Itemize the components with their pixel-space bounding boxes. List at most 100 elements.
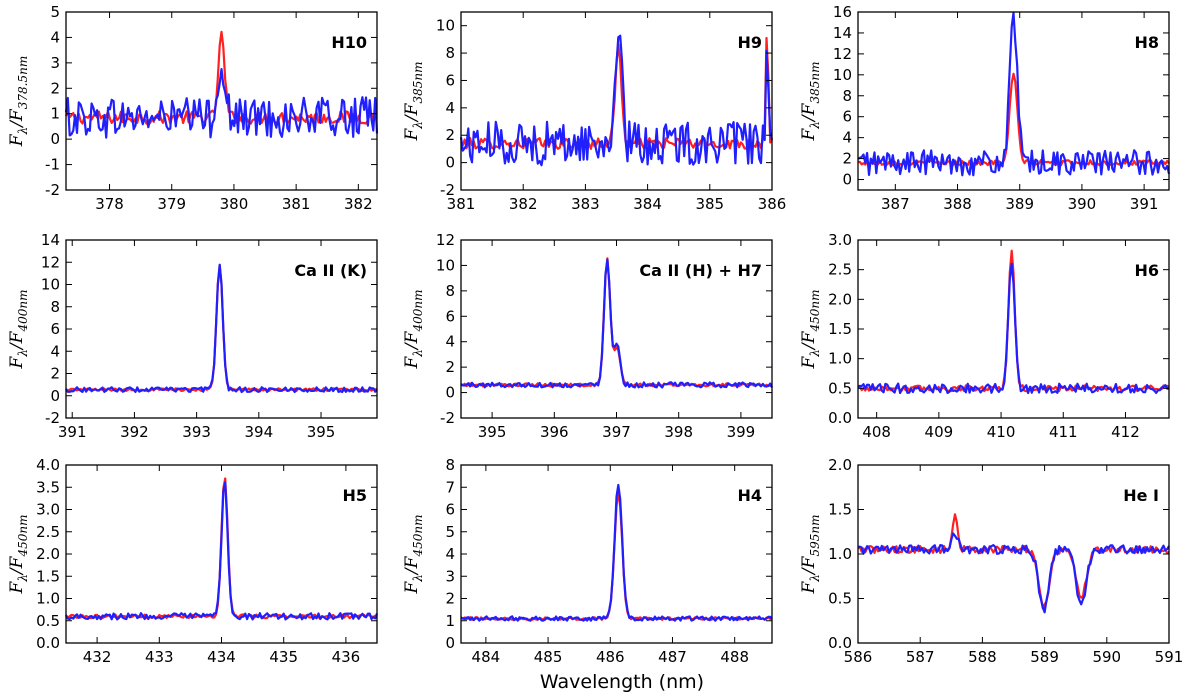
y-tick-label: 12	[436, 231, 455, 249]
blue-spectrum-line	[857, 11, 1171, 177]
panel-title: H4	[737, 486, 762, 505]
y-tick-label: 6	[445, 71, 455, 89]
x-tick-label: 396	[540, 423, 569, 441]
y-axis-label: Fλ/F450nm	[7, 515, 30, 595]
y-tick-label: 10	[436, 17, 455, 35]
y-tick-label: 2.0	[828, 290, 852, 308]
y-tick-label: 4	[842, 129, 852, 147]
panel-h10: 378 379 380 381 382 -2 -1 0 1 2 3 4 5 H10 Fλ/F378.5nm	[7, 3, 379, 213]
panel-ca-ii-k-: 391 392 393 394 395 -2 0 2 4 6 8 10 12 14 Ca II (K) Fλ/…	[7, 231, 378, 441]
y-tick-label: 4	[445, 99, 455, 117]
x-tick-label: 381	[447, 195, 476, 213]
x-tick-label: 394	[244, 423, 273, 441]
x-tick-label: 381	[282, 195, 311, 213]
y-tick-label: 3.0	[828, 231, 852, 249]
y-tick-label: 0	[50, 387, 60, 405]
y-tick-label: 2	[445, 590, 455, 608]
x-tick-label: 398	[664, 423, 693, 441]
panel-ca-ii-h-h7: 395 396 397 398 399 -2 0 2 4 6 8 10 12 Ca II (H) + H7…	[402, 231, 773, 441]
y-tick-label: 3	[50, 54, 60, 72]
blue-spectrum-line	[65, 263, 378, 394]
y-tick-label: 2	[445, 358, 455, 376]
x-tick-label: 386	[758, 195, 787, 213]
y-tick-label: -2	[440, 409, 455, 427]
x-tick-label: 383	[571, 195, 600, 213]
x-tick-label: 392	[120, 423, 149, 441]
panel-title: Ca II (K)	[294, 261, 367, 280]
y-tick-label: 0	[445, 634, 455, 652]
x-tick-label: 591	[1155, 648, 1184, 666]
y-tick-label: 14	[833, 24, 852, 42]
panel-title: Ca II (H) + H7	[639, 261, 762, 280]
y-tick-label: 3.5	[36, 478, 60, 496]
x-tick-label: 388	[943, 195, 972, 213]
y-tick-label: 0.5	[828, 379, 852, 397]
panel-title: He I	[1123, 486, 1159, 505]
y-tick-label: 12	[833, 45, 852, 63]
y-axis-label: Fλ/F450nm	[402, 515, 425, 595]
x-tick-label: 408	[862, 423, 891, 441]
blue-spectrum-line	[459, 34, 774, 167]
x-tick-label: 411	[1049, 423, 1078, 441]
y-tick-label: 1.0	[828, 545, 852, 563]
y-tick-label: 2.0	[36, 545, 60, 563]
x-tick-label: 436	[332, 648, 361, 666]
y-tick-label: 0	[842, 171, 852, 189]
panel-h5: 432 433 434 435 436 0.0 0.5 1.0 1.5 2.0 2.5 3.0 3.5 4…	[7, 456, 379, 666]
y-tick-label: 1	[50, 105, 60, 123]
x-tick-label: 485	[534, 648, 563, 666]
x-tick-label: 395	[307, 423, 336, 441]
x-tick-label: 395	[478, 423, 507, 441]
y-tick-label: 6	[50, 320, 60, 338]
y-tick-label: 4	[50, 28, 60, 46]
y-tick-label: 16	[833, 3, 852, 21]
x-tick-label: 434	[207, 648, 236, 666]
x-tick-label: 389	[1005, 195, 1034, 213]
y-tick-label: 6	[445, 501, 455, 519]
red-spectrum-line	[64, 30, 378, 125]
y-tick-label: 4	[445, 333, 455, 351]
x-axis-label: Wavelength (nm)	[540, 671, 704, 693]
y-axis-label: Fλ/F450nm	[799, 290, 822, 370]
x-tick-label: 409	[925, 423, 954, 441]
x-tick-label: 435	[269, 648, 298, 666]
blue-spectrum-line	[857, 532, 1170, 614]
x-tick-label: 393	[182, 423, 211, 441]
y-tick-label: 8	[445, 282, 455, 300]
y-tick-label: 0.5	[36, 612, 60, 630]
x-tick-label: 488	[720, 648, 749, 666]
panel-title: H10	[331, 33, 367, 52]
y-tick-label: 6	[842, 108, 852, 126]
y-tick-label: 1.0	[828, 350, 852, 368]
blue-spectrum-line	[857, 262, 1170, 395]
y-tick-label: 2.5	[36, 523, 60, 541]
y-tick-label: 2	[50, 365, 60, 383]
x-tick-label: 412	[1111, 423, 1140, 441]
x-tick-label: 433	[145, 648, 174, 666]
y-tick-label: 0	[50, 130, 60, 148]
y-tick-label: 0.0	[36, 634, 60, 652]
y-tick-label: 8	[50, 298, 60, 316]
y-tick-label: 1.5	[828, 320, 852, 338]
blue-spectrum-line	[65, 481, 379, 621]
y-axis-label: Fλ/F595nm	[799, 515, 822, 595]
y-tick-label: 4	[445, 545, 455, 563]
y-tick-label: 10	[833, 66, 852, 84]
x-tick-label: 484	[472, 648, 501, 666]
y-tick-label: 14	[41, 231, 60, 249]
blue-spectrum-line	[460, 483, 773, 622]
y-tick-label: 5	[50, 3, 60, 21]
x-tick-label: 586	[844, 648, 873, 666]
y-tick-label: 5	[445, 523, 455, 541]
panel-h8: 387 388 389 390 391 0 2 4 6 8 10 12 14 16 H8 Fλ/F385nm	[799, 3, 1171, 213]
x-tick-label: 397	[602, 423, 631, 441]
x-tick-label: 590	[1092, 648, 1121, 666]
panel-h9: 381 382 383 384 385 386 -2 0 2 4 6 8 10 H9 Fλ/F385nm	[402, 11, 787, 213]
x-tick-label: 399	[727, 423, 756, 441]
x-tick-label: 587	[906, 648, 935, 666]
y-tick-label: -2	[45, 409, 60, 427]
panel-title: H9	[737, 33, 762, 52]
y-tick-label: 8	[445, 456, 455, 474]
y-tick-label: 10	[41, 276, 60, 294]
